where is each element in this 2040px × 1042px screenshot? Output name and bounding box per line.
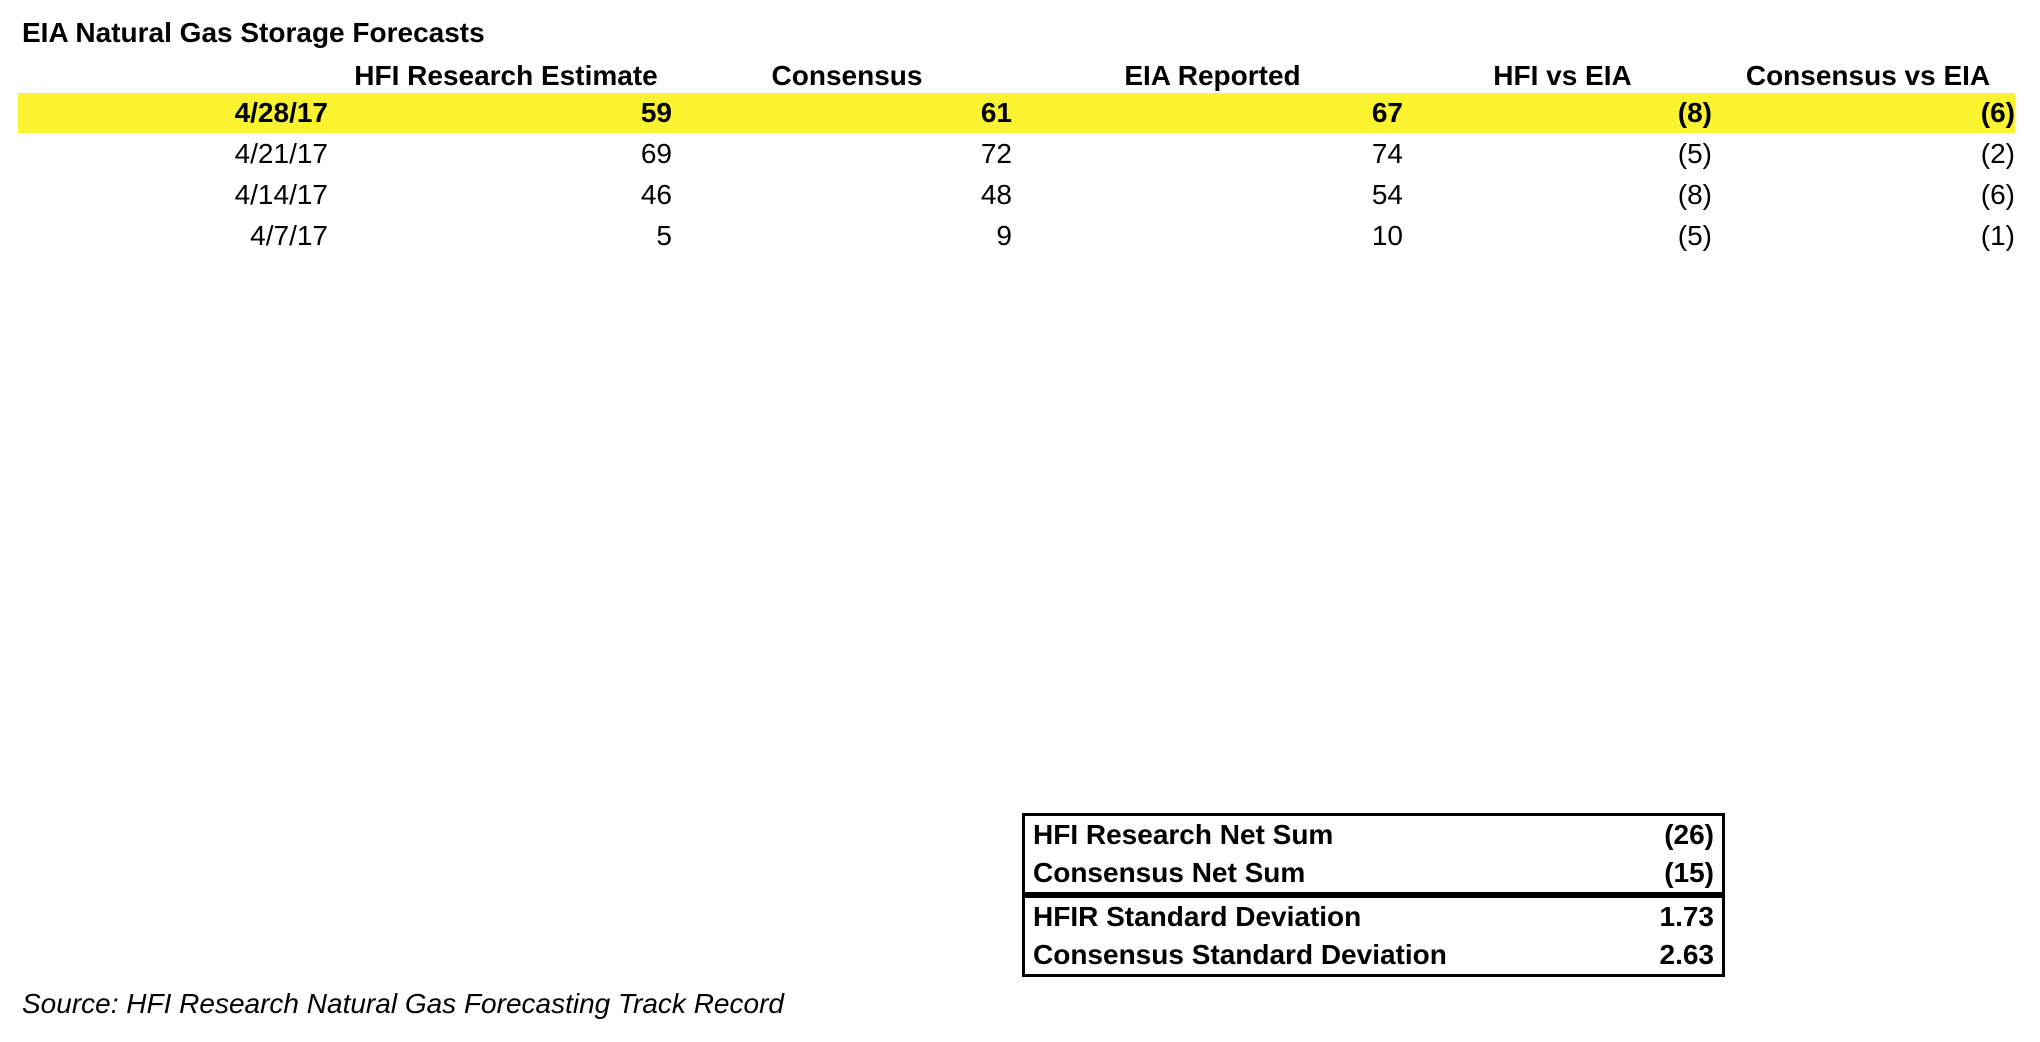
summary-row: HFI Research Net Sum (26) bbox=[1025, 816, 1722, 854]
summary-row: Consensus Standard Deviation 2.63 bbox=[1025, 936, 1722, 974]
table-row-highlighted: 4/28/17 59 61 67 (8) (6) bbox=[18, 93, 2015, 133]
column-header-eia-reported: EIA Reported bbox=[1124, 60, 1301, 91]
consensus-vs-eia-cell: (1) bbox=[1980, 220, 2015, 251]
summary-label: Consensus Standard Deviation bbox=[1033, 939, 1447, 970]
source-note: Source: HFI Research Natural Gas Forecas… bbox=[22, 988, 784, 1019]
consensus-vs-eia-cell: (6) bbox=[1980, 97, 2015, 128]
summary-label: Consensus Net Sum bbox=[1033, 857, 1306, 888]
date-cell: 4/7/17 bbox=[250, 220, 328, 251]
hfi-estimate-cell: 59 bbox=[640, 97, 672, 128]
consensus-cell: 48 bbox=[980, 179, 1012, 210]
date-cell: 4/14/17 bbox=[234, 179, 328, 210]
hfi-vs-eia-cell: (5) bbox=[1677, 138, 1712, 169]
summary-value: (15) bbox=[1664, 857, 1714, 888]
hfi-vs-eia-cell: (5) bbox=[1677, 220, 1712, 251]
eia-reported-cell: 74 bbox=[1371, 138, 1403, 169]
consensus-vs-eia-cell: (2) bbox=[1980, 138, 2015, 169]
column-header-consensus: Consensus bbox=[771, 60, 923, 91]
hfi-estimate-cell: 69 bbox=[640, 138, 672, 169]
summary-value: 2.63 bbox=[1659, 939, 1715, 970]
summary-row: HFIR Standard Deviation 1.73 bbox=[1025, 898, 1722, 936]
table-row: 4/14/17 46 48 54 (8) (6) bbox=[18, 175, 2015, 215]
consensus-vs-eia-cell: (6) bbox=[1980, 179, 2015, 210]
date-cell: 4/21/17 bbox=[234, 138, 328, 169]
column-header-consensus-vs-eia: Consensus vs EIA bbox=[1745, 60, 1991, 91]
consensus-cell: 9 bbox=[996, 220, 1012, 251]
hfi-estimate-cell: 46 bbox=[640, 179, 672, 210]
std-dev-summary-box: HFIR Standard Deviation 1.73 Consensus S… bbox=[1022, 895, 1725, 977]
summary-label: HFI Research Net Sum bbox=[1033, 819, 1334, 850]
consensus-cell: 72 bbox=[980, 138, 1012, 169]
date-cell: 4/28/17 bbox=[234, 97, 328, 128]
table-row: 4/7/17 5 9 10 (5) (1) bbox=[18, 216, 2015, 256]
hfi-vs-eia-cell: (8) bbox=[1677, 179, 1712, 210]
summary-value: 1.73 bbox=[1659, 901, 1715, 932]
sheet-title: EIA Natural Gas Storage Forecasts bbox=[22, 17, 485, 48]
eia-reported-cell: 10 bbox=[1371, 220, 1403, 251]
hfi-vs-eia-cell: (8) bbox=[1677, 97, 1712, 128]
summary-label: HFIR Standard Deviation bbox=[1033, 901, 1362, 932]
hfi-estimate-cell: 5 bbox=[656, 220, 672, 251]
eia-reported-cell: 54 bbox=[1371, 179, 1403, 210]
summary-row: Consensus Net Sum (15) bbox=[1025, 854, 1722, 892]
net-sum-summary-box: HFI Research Net Sum (26) Consensus Net … bbox=[1022, 813, 1725, 895]
column-header-hfi-research-estimate: HFI Research Estimate bbox=[354, 60, 658, 91]
summary-value: (26) bbox=[1664, 819, 1714, 850]
column-header-hfi-vs-eia: HFI vs EIA bbox=[1493, 60, 1632, 91]
table-row: 4/21/17 69 72 74 (5) (2) bbox=[18, 134, 2015, 174]
eia-reported-cell: 67 bbox=[1371, 97, 1403, 128]
consensus-cell: 61 bbox=[980, 97, 1012, 128]
